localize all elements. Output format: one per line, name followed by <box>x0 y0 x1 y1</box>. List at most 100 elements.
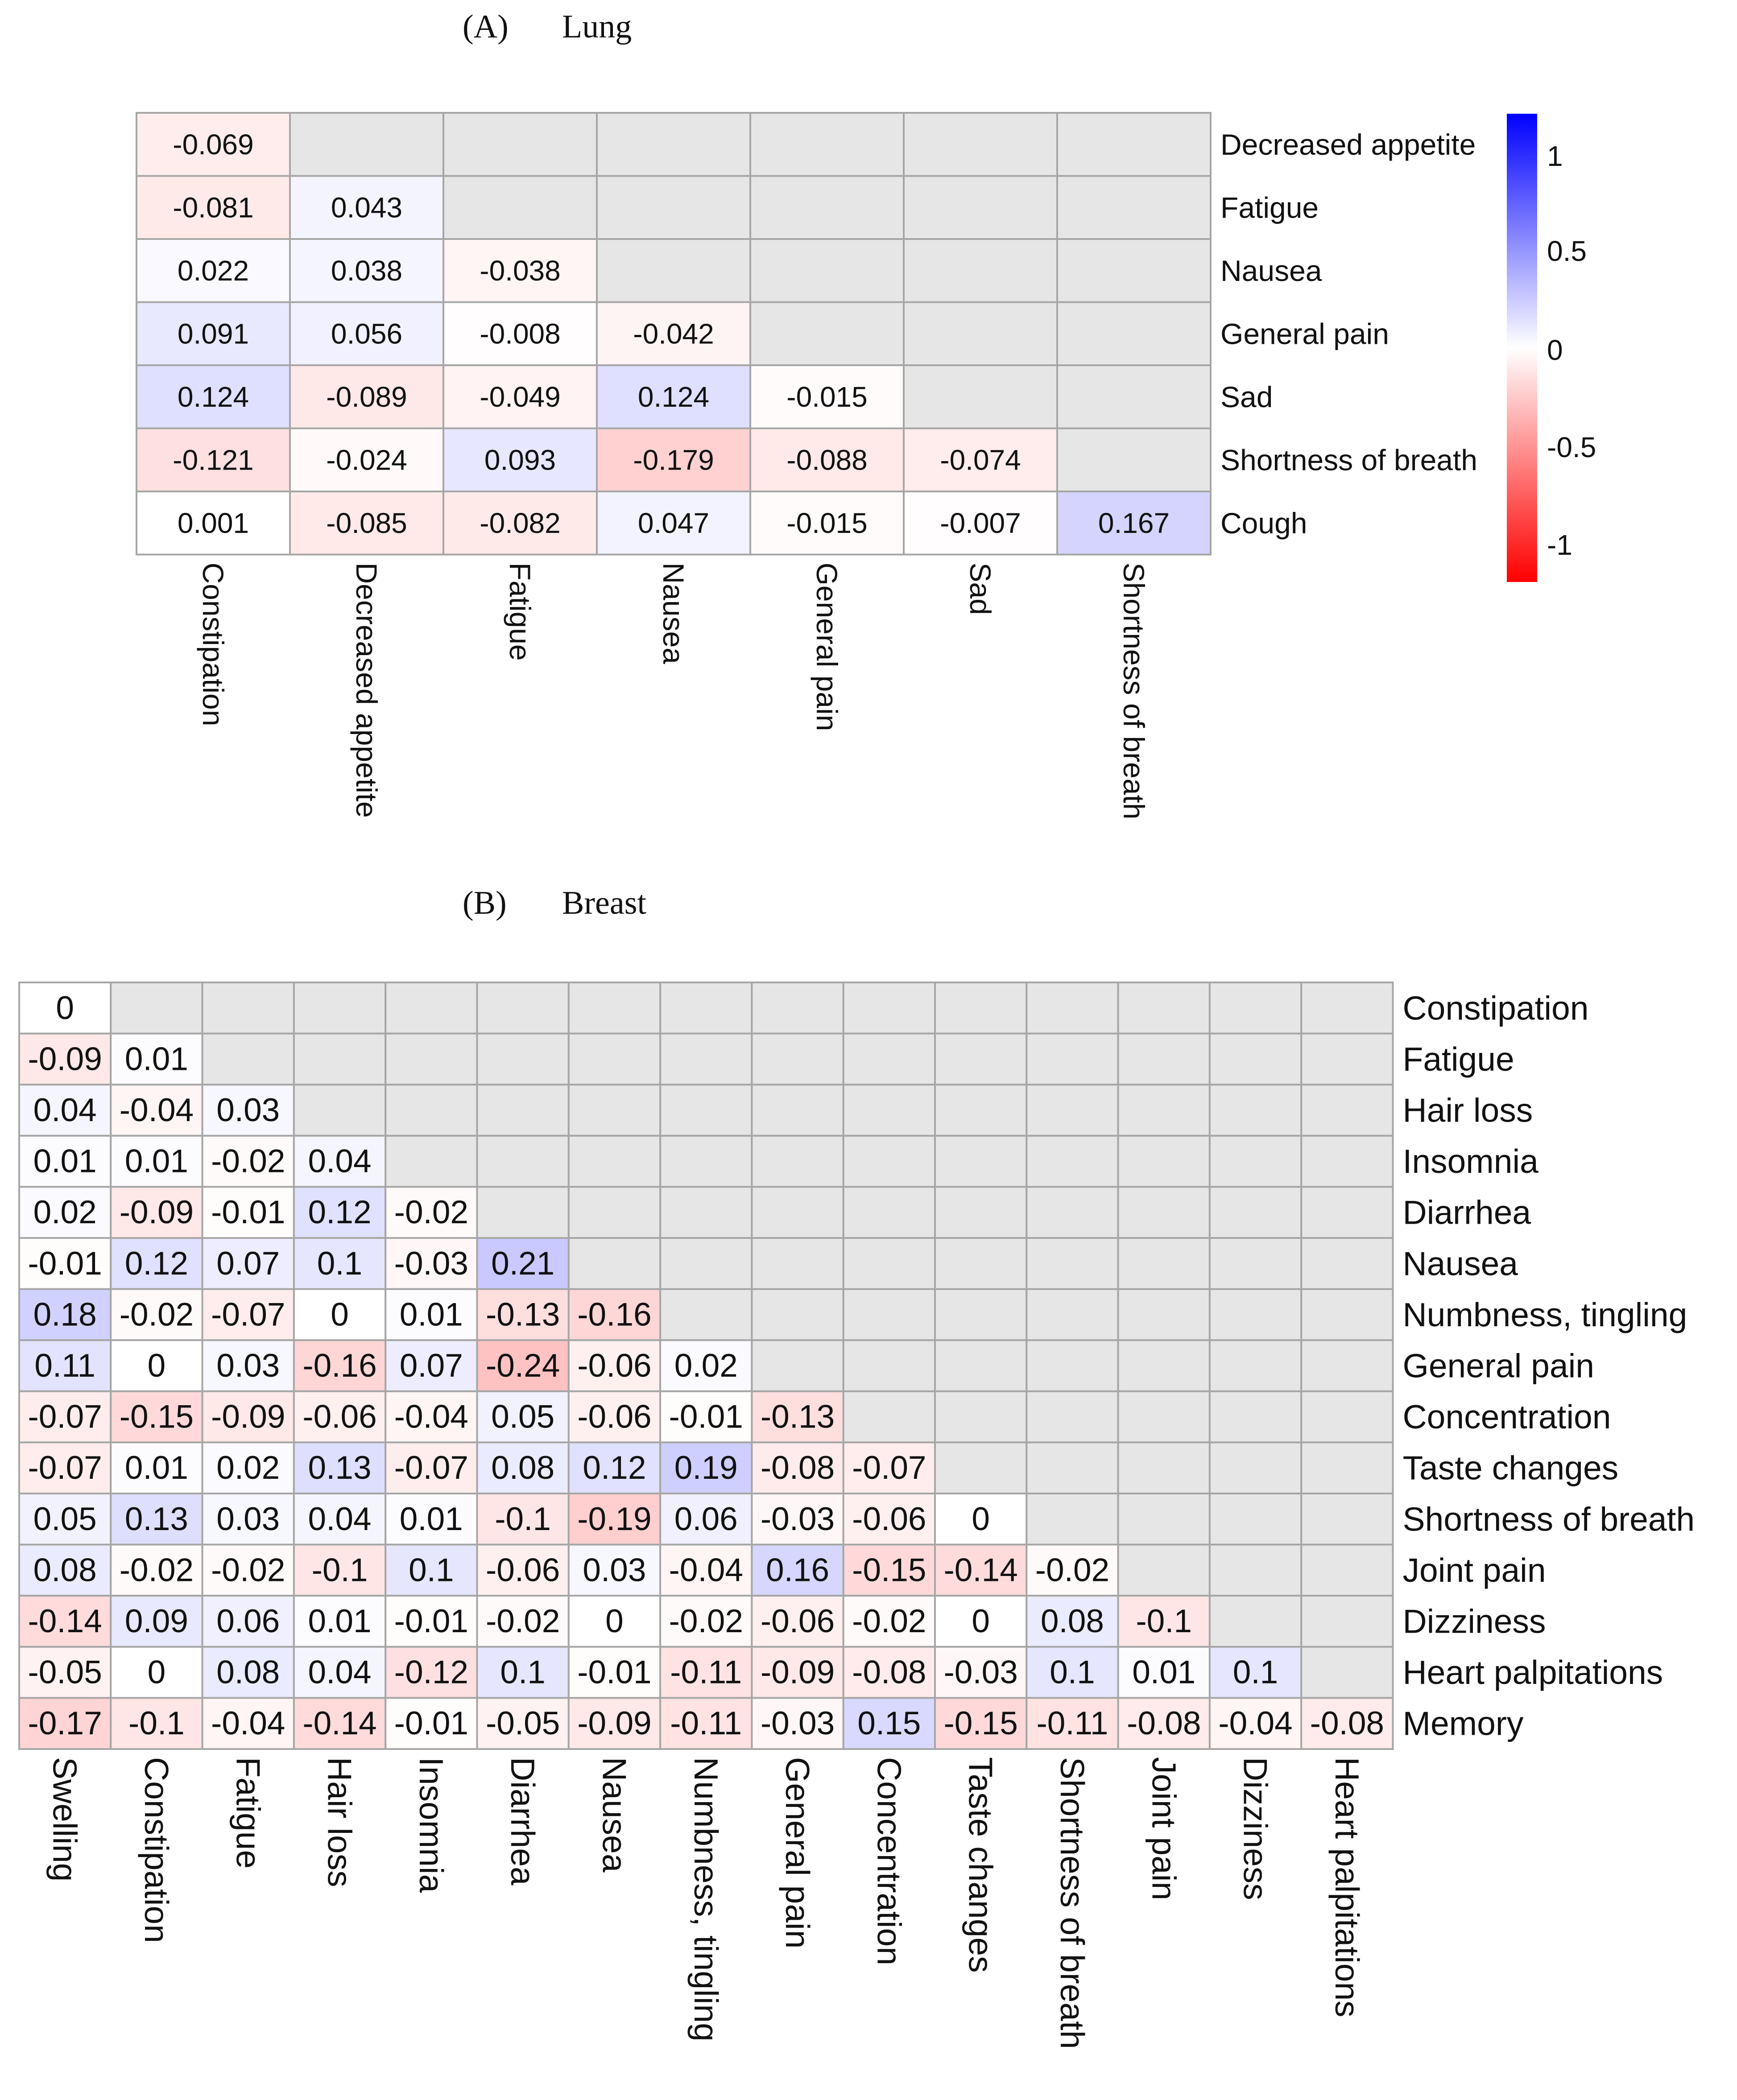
empty-cell <box>201 1032 295 1086</box>
cell-value: -0.1 <box>495 1501 551 1537</box>
cell-value: -0.06 <box>302 1399 376 1435</box>
colorbar-tick: -0.5 <box>1547 431 1596 463</box>
cell-value: 0.02 <box>216 1450 280 1486</box>
row-label-insomnia: Insomnia <box>1403 1143 1539 1180</box>
row-label-concentration: Concentration <box>1403 1398 1611 1436</box>
empty-cell <box>659 1032 753 1086</box>
row-label-cough: Cough <box>1220 507 1307 540</box>
heatmap-cell <box>443 301 598 366</box>
cell-value: 0.04 <box>308 1143 372 1180</box>
heatmap-cell <box>1026 1646 1119 1699</box>
row-label-sad: Sad <box>1220 380 1273 413</box>
empty-cell <box>903 364 1058 429</box>
heatmap-cell <box>201 1186 295 1239</box>
cell-value: 0.001 <box>178 507 249 539</box>
empty-cell <box>1300 1595 1394 1648</box>
cell-value: -0.01 <box>211 1194 285 1230</box>
row-label-shortness-of-breath: Shortness of breath <box>1403 1500 1695 1538</box>
empty-cell <box>934 1237 1028 1290</box>
cell-value: -0.07 <box>28 1450 102 1486</box>
cell-value: -0.09 <box>211 1399 285 1435</box>
heatmap-cell <box>751 1390 844 1444</box>
heatmap-cell <box>18 1135 112 1188</box>
cell-value: -0.11 <box>1036 1705 1108 1741</box>
heatmap-cell <box>293 1441 387 1494</box>
cell-value: 0.11 <box>34 1348 95 1384</box>
empty-cell <box>1208 1135 1303 1188</box>
empty-cell <box>1208 1032 1303 1086</box>
empty-cell <box>293 1084 387 1137</box>
empty-cell <box>1026 1390 1119 1444</box>
cell-value: -0.02 <box>486 1603 560 1639</box>
heatmap-cell <box>751 1595 844 1648</box>
empty-cell <box>934 1339 1028 1392</box>
cell-value: 0.01 <box>125 1143 188 1180</box>
cell-value: -0.007 <box>940 507 1021 539</box>
empty-cell <box>903 112 1058 177</box>
cell-value: -0.02 <box>852 1603 926 1639</box>
cell-value: -0.088 <box>786 444 867 476</box>
cell-value: -0.01 <box>577 1654 651 1691</box>
empty-cell <box>903 238 1058 303</box>
empty-cell <box>1026 1135 1119 1188</box>
cell-value: -0.02 <box>120 1552 194 1588</box>
heatmap-cell <box>476 1493 570 1546</box>
cell-value: -0.074 <box>940 444 1021 476</box>
row-label-nausea: Nausea <box>1403 1245 1518 1282</box>
cell-value: 0.21 <box>491 1246 554 1282</box>
heatmap-cell <box>293 1390 387 1444</box>
empty-cell <box>1208 1543 1303 1597</box>
lung-heatmap: -0.069 -0.081 0.043 0.022 0.038 -0.038 0.091 0.… <box>136 112 1477 820</box>
row-label-joint-pain: Joint pain <box>1403 1551 1546 1589</box>
cell-value: -0.015 <box>786 381 867 413</box>
empty-cell <box>751 1186 844 1239</box>
empty-cell <box>749 238 905 303</box>
cell-value: -0.042 <box>633 318 714 350</box>
heatmap-cell <box>659 1697 753 1750</box>
cell-value: -0.089 <box>326 381 407 413</box>
empty-cell <box>1056 112 1212 177</box>
lung-colorbar: 1 0.5 0 -0.5 -1 <box>1507 114 1596 582</box>
lung-panel-label: (A) <box>463 8 509 45</box>
heatmap-cell <box>659 1595 753 1648</box>
row-label-decreased-appetite: Decreased appetite <box>1220 128 1476 161</box>
heatmap-cell <box>110 1288 203 1341</box>
cell-value: 0.05 <box>33 1501 97 1537</box>
cell-value: 0.18 <box>33 1296 97 1333</box>
cell-value: 0.022 <box>178 255 249 287</box>
cell-value: -0.04 <box>669 1552 743 1588</box>
cell-value: -0.12 <box>394 1654 468 1691</box>
cell-value: -0.13 <box>486 1296 560 1333</box>
heatmap-cell <box>201 1441 295 1494</box>
heatmap-cell <box>476 1697 570 1750</box>
cell-value: 0.06 <box>216 1603 280 1639</box>
cell-value: 0.124 <box>178 381 249 413</box>
empty-cell <box>1208 1441 1303 1494</box>
empty-cell <box>567 1186 662 1239</box>
cell-value: -0.03 <box>761 1501 835 1537</box>
heatmap-cell <box>934 1595 1028 1648</box>
cell-value: -0.05 <box>486 1705 560 1741</box>
heatmap-cell <box>18 1390 112 1444</box>
cell-value: 0.1 <box>500 1654 545 1691</box>
heatmap-cell <box>1117 1646 1211 1699</box>
empty-cell <box>1026 1084 1119 1137</box>
empty-cell <box>1117 1084 1211 1137</box>
empty-cell <box>1117 1390 1211 1444</box>
empty-cell <box>842 1339 936 1392</box>
col-label-taste-changes: Taste changes <box>962 1757 1000 1973</box>
cell-value: 0.06 <box>674 1501 738 1537</box>
cell-value: 0.01 <box>1132 1654 1195 1691</box>
heatmap-cell <box>293 1493 387 1546</box>
cell-value: -0.1 <box>128 1705 185 1741</box>
empty-cell <box>749 175 905 240</box>
empty-cell <box>567 1084 662 1137</box>
empty-cell <box>1026 1186 1119 1239</box>
cell-value: 0.043 <box>331 191 402 223</box>
cell-value: -0.03 <box>943 1654 1017 1691</box>
heatmap-cell <box>18 1084 112 1137</box>
heatmap-cell <box>385 1339 478 1392</box>
empty-cell <box>567 1032 662 1086</box>
empty-cell <box>476 982 570 1035</box>
empty-cell <box>842 1135 936 1188</box>
